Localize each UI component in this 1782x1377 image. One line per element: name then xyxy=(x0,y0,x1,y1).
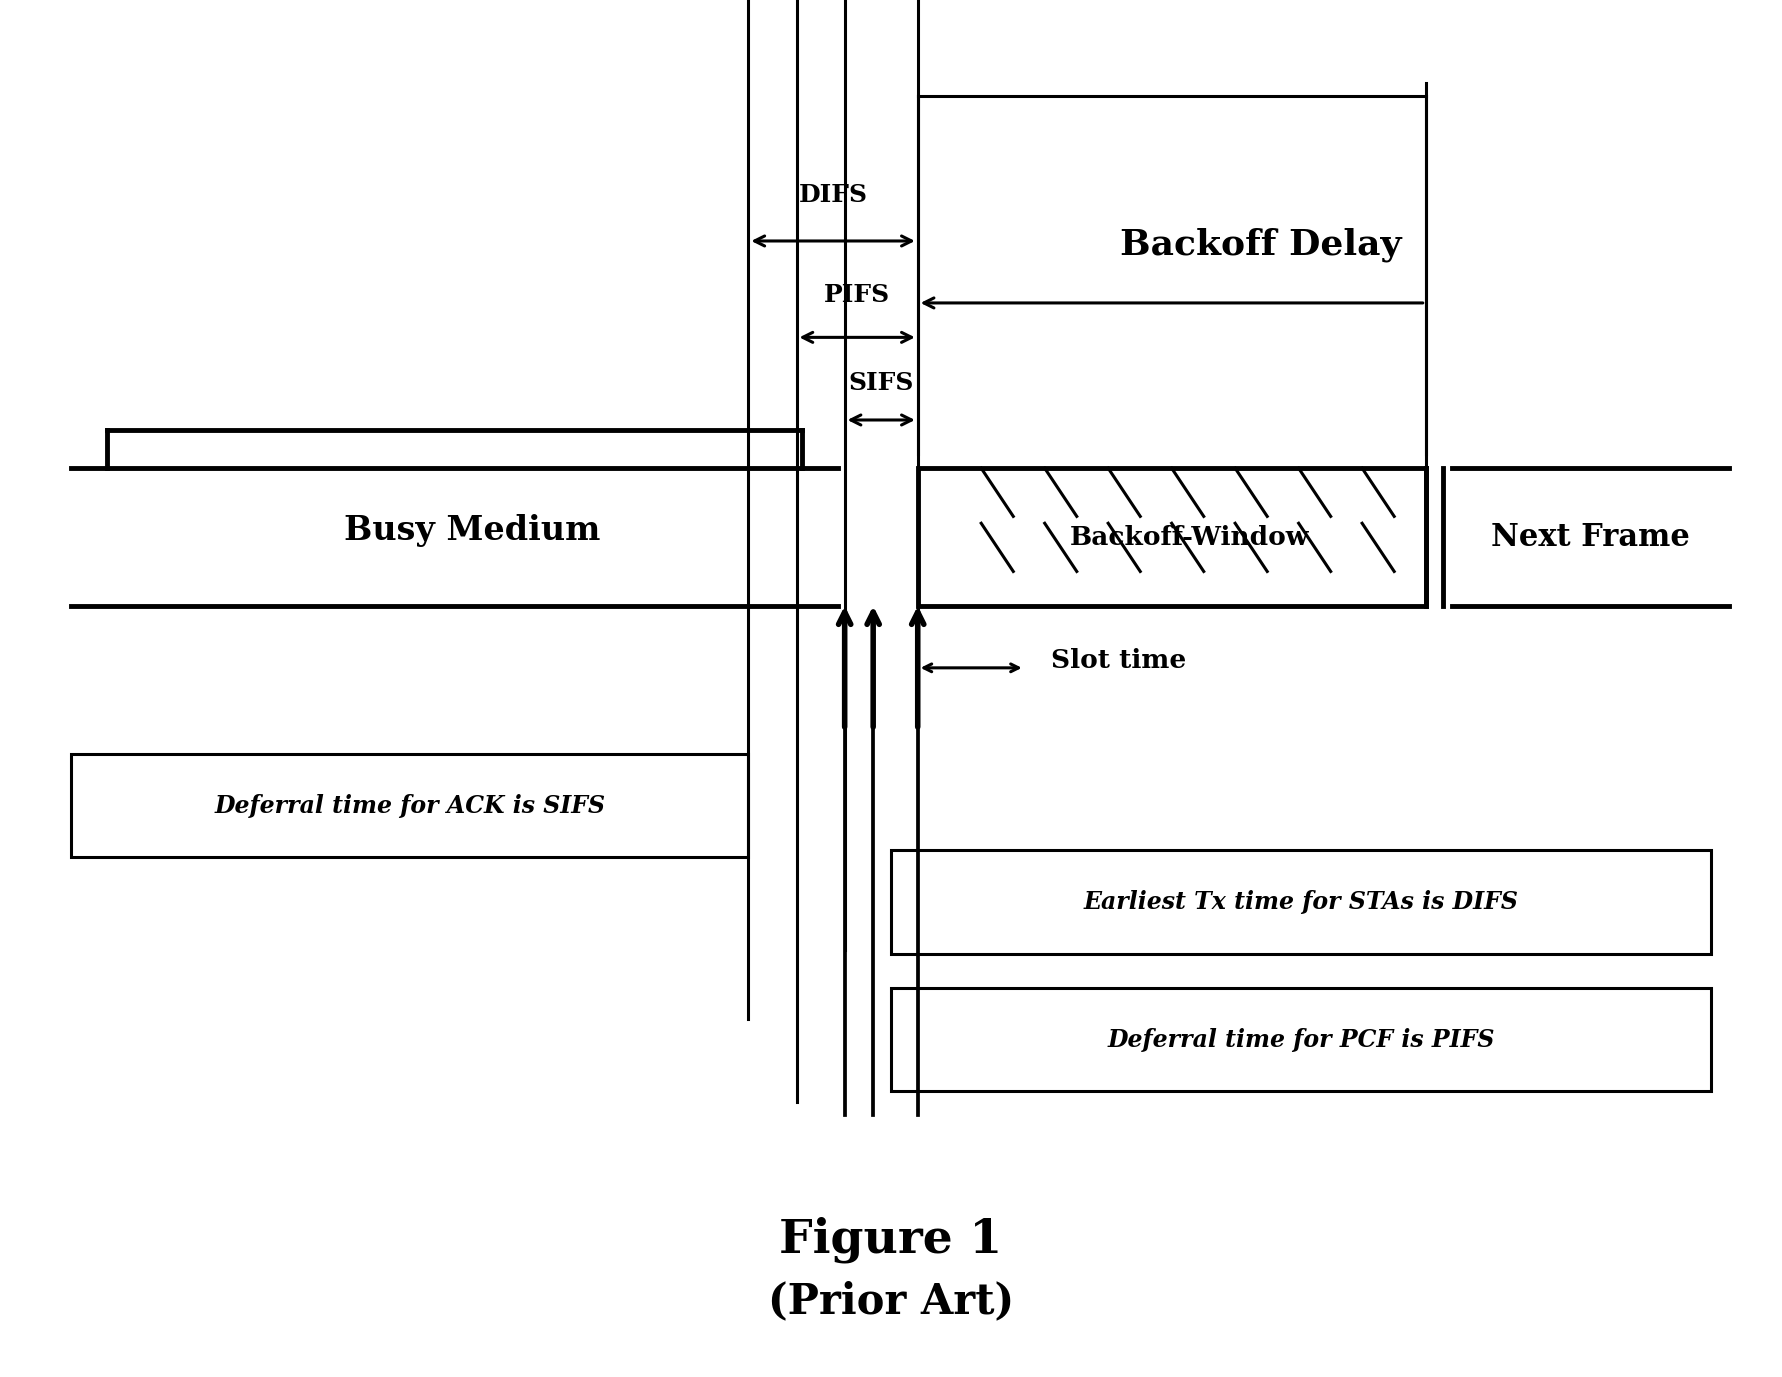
Text: Deferral time for PCF is PIFS: Deferral time for PCF is PIFS xyxy=(1107,1027,1495,1052)
Text: PIFS: PIFS xyxy=(823,284,891,307)
Bar xyxy=(71,755,748,856)
Text: Backoff-Window: Backoff-Window xyxy=(1069,525,1310,549)
Text: (Prior Art): (Prior Art) xyxy=(768,1281,1014,1322)
Text: Busy Medium: Busy Medium xyxy=(344,514,601,547)
Bar xyxy=(891,989,1711,1091)
Text: Figure 1: Figure 1 xyxy=(779,1216,1003,1263)
Text: SIFS: SIFS xyxy=(848,372,914,395)
Text: Deferral time for ACK is SIFS: Deferral time for ACK is SIFS xyxy=(214,793,606,818)
Text: Earliest Tx time for STAs is DIFS: Earliest Tx time for STAs is DIFS xyxy=(1083,890,1518,914)
Bar xyxy=(891,850,1711,953)
Text: Next Frame: Next Frame xyxy=(1492,522,1689,552)
Bar xyxy=(918,468,1426,606)
Text: DIFS: DIFS xyxy=(798,183,868,207)
Text: Backoff Delay: Backoff Delay xyxy=(1121,227,1401,262)
Text: Slot time: Slot time xyxy=(1051,649,1187,673)
